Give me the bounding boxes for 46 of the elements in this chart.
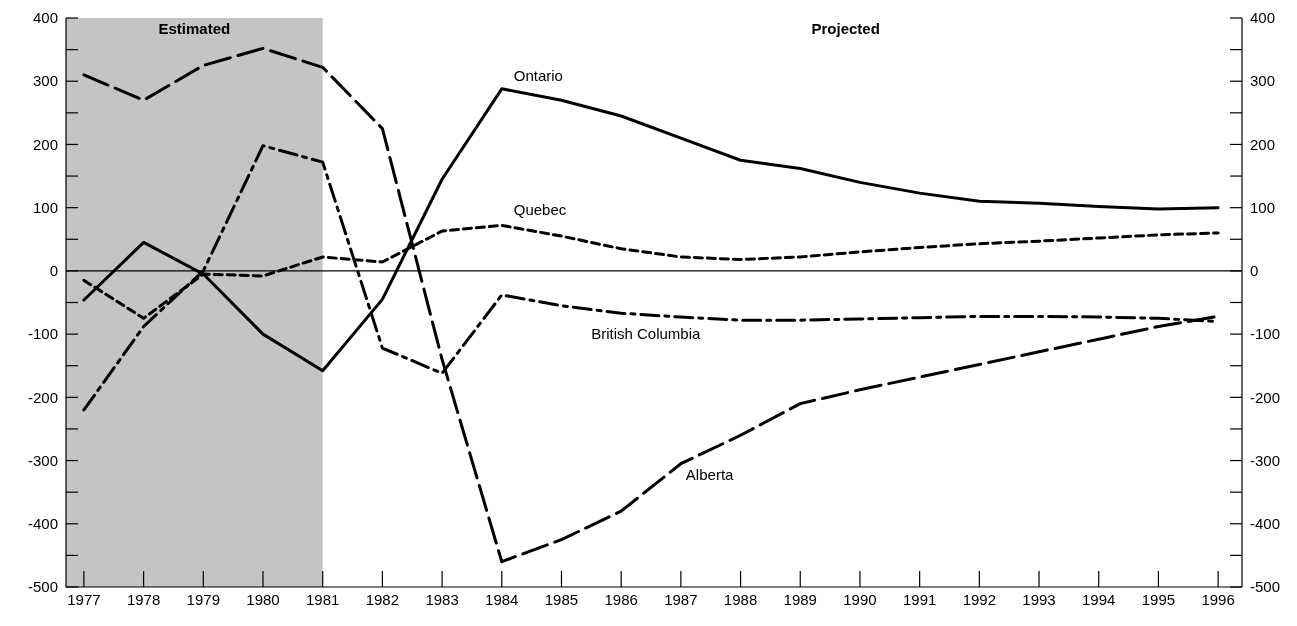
x-tick-label: 1987 (664, 591, 698, 608)
y2-tick-label: 400 (1250, 9, 1276, 27)
y-tick-label: -500 (27, 578, 58, 596)
x-tick-label: 1993 (1022, 591, 1056, 608)
y2-tick-label: 0 (1250, 262, 1259, 280)
x-tick-label: 1979 (186, 591, 220, 608)
x-tick-label: 1991 (902, 591, 937, 608)
x-tick-label: 1980 (246, 591, 280, 608)
x-tick-label: 1985 (544, 591, 579, 608)
series-label: British Columbia (591, 325, 702, 343)
series-label: Ontario (513, 66, 563, 84)
x-tick-label: 1990 (843, 591, 877, 608)
y2-tick-label: 300 (1250, 72, 1276, 90)
annotation: Projected (811, 20, 880, 37)
x-tick-label: 1992 (962, 591, 997, 608)
y-tick-label: 200 (32, 135, 58, 153)
y2-tick-label: -200 (1250, 388, 1281, 406)
x-tick-label: 1995 (1141, 591, 1176, 608)
x-tick-label: 1981 (306, 591, 340, 608)
x-tick-label: 1988 (723, 591, 758, 608)
x-tick-label: 1983 (425, 591, 459, 608)
x-tick-label: 1986 (604, 591, 638, 608)
x-tick-label: 1978 (126, 591, 161, 608)
x-tick-label: 1982 (365, 591, 400, 608)
y-tick-label: 0 (49, 262, 58, 280)
band-label: Estimated (158, 20, 231, 37)
series-label: Quebec (513, 201, 567, 219)
y2-tick-label: -500 (1250, 578, 1281, 596)
y-tick-label: -300 (27, 451, 58, 469)
y-tick-label: 300 (32, 72, 58, 90)
x-tick-label: 1977 (67, 591, 101, 608)
y2-tick-label: -400 (1250, 515, 1281, 533)
x-tick-label: 1989 (783, 591, 817, 608)
y2-tick-label: 200 (1250, 135, 1276, 153)
y2-tick-label: -300 (1250, 451, 1281, 469)
y-tick-label: -400 (27, 515, 58, 533)
y2-tick-label: 100 (1250, 198, 1276, 216)
series-label: Alberta (685, 465, 735, 483)
y-tick-label: -100 (27, 325, 58, 343)
y-tick-label: -200 (27, 388, 58, 406)
x-tick-label: 1984 (485, 591, 519, 608)
y-tick-label: 400 (32, 9, 58, 27)
y2-tick-label: -100 (1250, 325, 1281, 343)
x-tick-label: 1994 (1082, 591, 1116, 608)
y-tick-label: 100 (32, 198, 58, 216)
x-tick-label: 1996 (1201, 591, 1235, 608)
